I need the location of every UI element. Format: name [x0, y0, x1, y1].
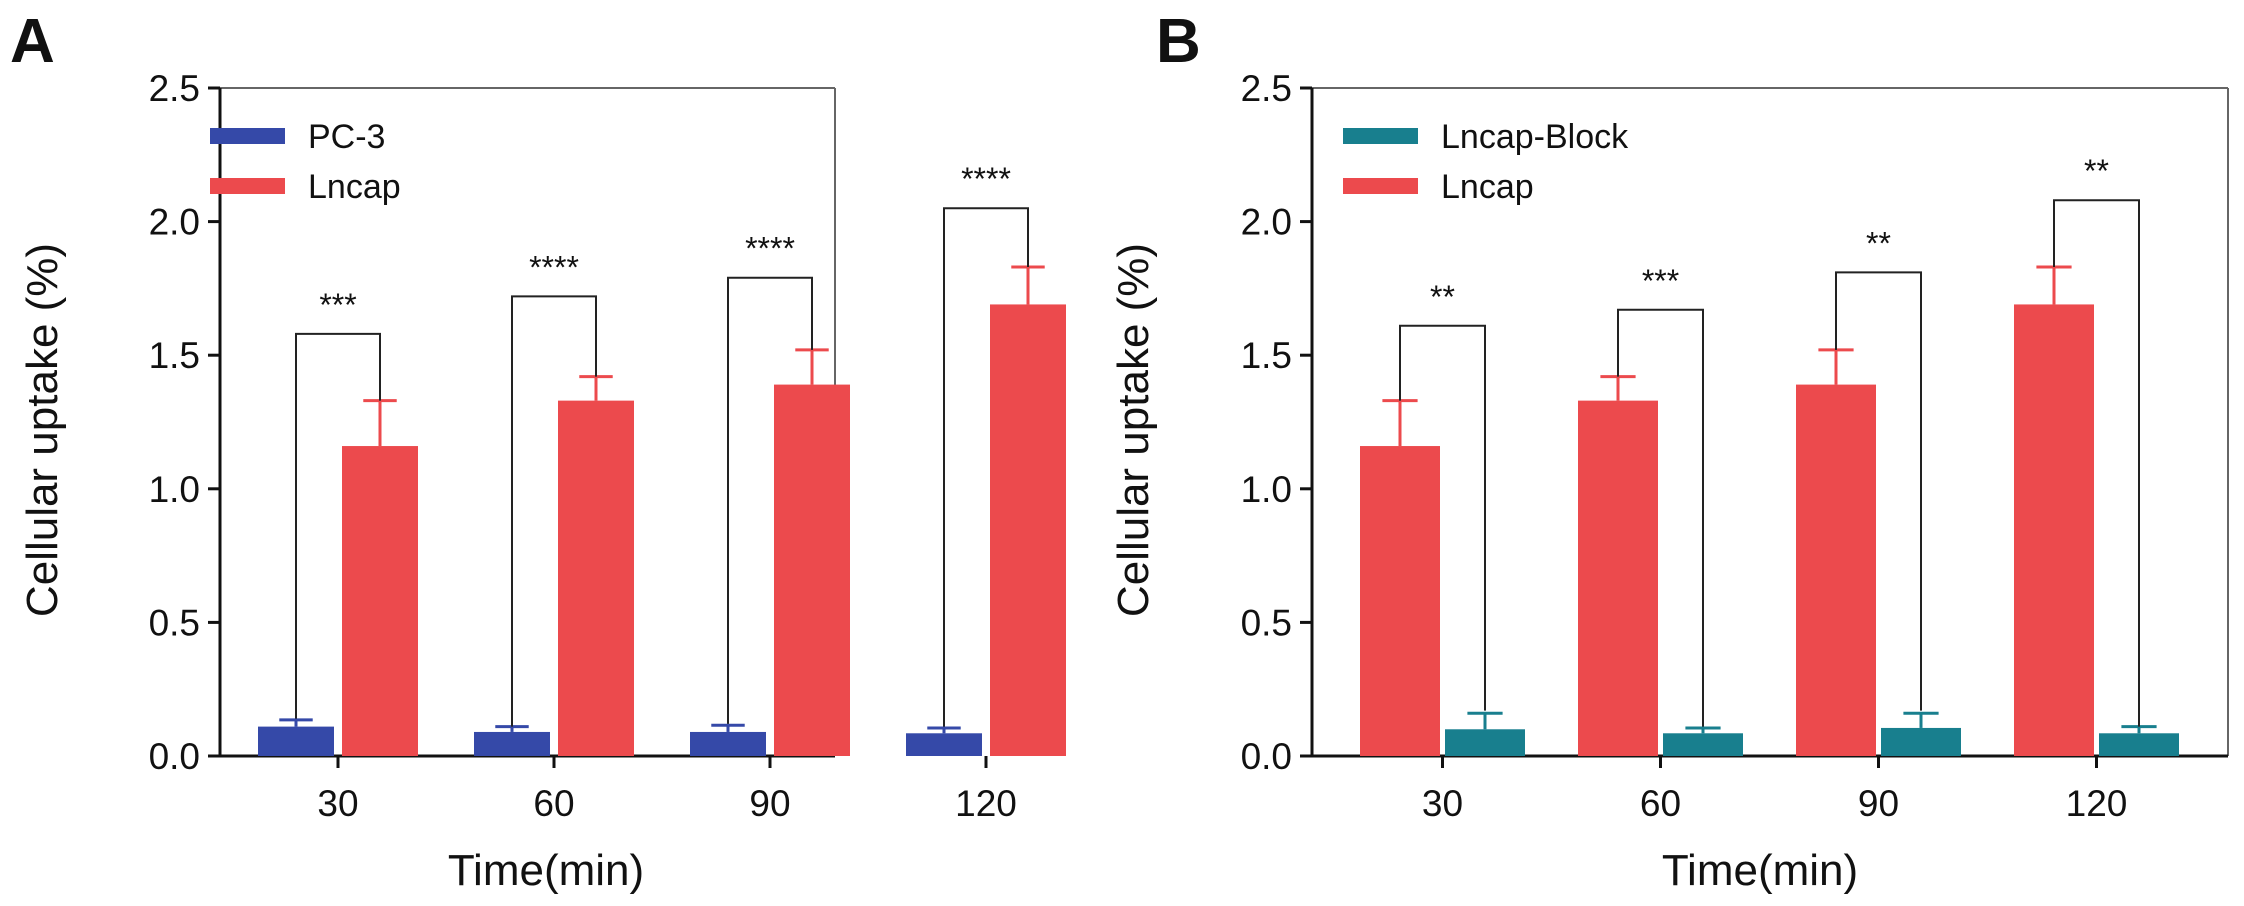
bar-lncap-30 [1360, 446, 1440, 756]
y-tick-label: 2.0 [1241, 202, 1292, 243]
legend-label: Lncap-Block [1441, 118, 1629, 156]
significance-bracket [1399, 324, 1486, 711]
bar-lncap-90 [1796, 384, 1876, 756]
significance-label: ** [2084, 153, 2109, 189]
significance-bracket [2053, 199, 2140, 727]
significance-label: **** [529, 249, 579, 285]
panel-a: A 0.0 0.5 1.0 1.5 2.0 2.5 Cellular uptake (%) Ti… [10, 7, 1066, 895]
legend-swatch [1343, 178, 1418, 194]
x-tick-label: 90 [1858, 783, 1899, 824]
significance-label: **** [745, 231, 795, 267]
panel-letter: B [1156, 7, 1201, 76]
significance-bracket [943, 207, 1029, 727]
x-axis-title: Time(min) [1662, 846, 1858, 895]
y-tick-label: 0.5 [149, 602, 200, 643]
y-tick-label: 0.5 [1241, 602, 1292, 643]
significance-bracket [511, 295, 597, 727]
legend-label: Lncap [308, 168, 401, 206]
significance-label: ** [1866, 225, 1891, 261]
legend-label: Lncap [1441, 168, 1534, 206]
y-axis-title: Cellular uptake (%) [1109, 243, 1158, 617]
y-tick-label: 0.0 [149, 736, 200, 777]
x-tick-label: 30 [317, 783, 358, 824]
significance-label: **** [961, 161, 1011, 197]
y-tick-label: 1.0 [1241, 469, 1292, 510]
significance-bracket [727, 276, 813, 724]
y-axis-title: Cellular uptake (%) [18, 243, 67, 617]
bar-pc-3-60 [474, 731, 550, 756]
x-tick-label: 120 [955, 783, 1017, 824]
bar-lncap-block-30 [1445, 729, 1525, 756]
legend-swatch [1343, 128, 1418, 144]
bar-lncap-60 [1578, 400, 1658, 756]
bar-lncap-block-120 [2099, 733, 2179, 756]
legend-swatch [210, 128, 285, 144]
bar-lncap-block-60 [1663, 733, 1743, 756]
bar-lncap-120 [990, 304, 1066, 756]
bar-lncap-60 [558, 400, 634, 756]
x-tick-label: 60 [533, 783, 574, 824]
y-tick-label: 1.5 [149, 335, 200, 376]
bar-pc-3-120 [906, 733, 982, 756]
y-tick-label: 0.0 [1241, 736, 1292, 777]
significance-label: *** [1642, 263, 1679, 299]
y-tick-label: 2.5 [1241, 68, 1292, 109]
significance-bracket [1617, 308, 1704, 727]
y-tick-label: 1.5 [1241, 335, 1292, 376]
legend-label: PC-3 [308, 118, 385, 156]
significance-bracket [1835, 271, 1922, 711]
bar-pc-3-90 [690, 731, 766, 756]
x-tick-label: 90 [749, 783, 790, 824]
significance-bracket [295, 332, 381, 719]
x-tick-label: 60 [1640, 783, 1681, 824]
x-tick-label: 120 [2066, 783, 2128, 824]
bar-lncap-block-90 [1881, 727, 1961, 756]
y-tick-label: 2.0 [149, 202, 200, 243]
significance-label: *** [319, 287, 356, 323]
y-tick-label: 2.5 [149, 68, 200, 109]
y-tick-label: 1.0 [149, 469, 200, 510]
bar-lncap-90 [774, 384, 850, 756]
bar-lncap-120 [2014, 304, 2094, 756]
legend-swatch [210, 178, 285, 194]
x-tick-label: 30 [1422, 783, 1463, 824]
bar-lncap-30 [342, 446, 418, 756]
panel-b: B 0.0 0.5 1.0 1.5 2.0 2.5 Cellular uptake (%) Ti… [1109, 7, 2229, 895]
bar-pc-3-30 [258, 726, 334, 756]
x-axis-title: Time(min) [448, 846, 644, 895]
panel-letter: A [10, 7, 55, 76]
significance-label: ** [1430, 279, 1455, 315]
